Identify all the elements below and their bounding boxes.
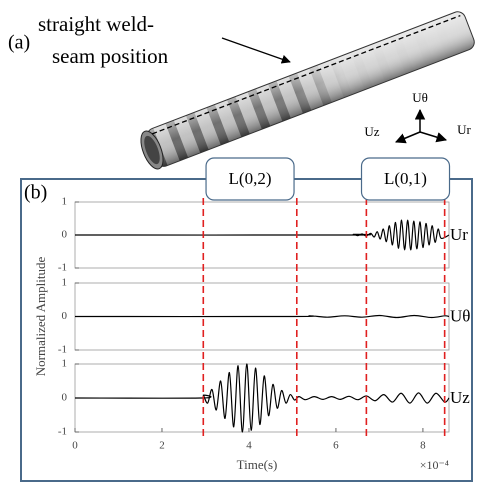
annotation-arrow <box>221 37 291 64</box>
waveform <box>74 219 450 251</box>
annotation: straight weld- <box>38 12 154 36</box>
x-tick-label: 6 <box>333 440 339 452</box>
triad-arrow <box>395 131 421 144</box>
y-tick-label: 1 <box>62 277 68 289</box>
y-tick-label: 0 <box>62 392 68 404</box>
window-label: L(0,1) <box>384 169 427 188</box>
triad-label: Ur <box>457 122 471 137</box>
x-tick-label: 2 <box>159 440 165 452</box>
x-tick-label: 0 <box>72 440 78 452</box>
series-label: Uθ <box>450 306 470 325</box>
panel-label: (b) <box>24 182 47 204</box>
triad-arrow <box>419 131 448 143</box>
y-tick-label: 1 <box>62 196 68 208</box>
y-tick-label: 0 <box>62 310 68 322</box>
triad-label: Uθ <box>412 90 428 105</box>
y-tick-label: -1 <box>58 344 67 356</box>
x-multiplier: ×10⁻⁴ <box>420 458 449 472</box>
x-axis-label: Time(s) <box>237 457 278 472</box>
panel-label: (a) <box>8 32 30 54</box>
x-tick-label: 8 <box>420 440 426 452</box>
panel-frame <box>20 178 473 482</box>
y-axis-label: Normalized Amplitude <box>33 257 48 377</box>
waveform <box>74 363 450 433</box>
pipe <box>140 11 475 170</box>
x-tick-label: 4 <box>246 440 252 452</box>
window-box <box>360 157 451 201</box>
waveform <box>74 314 450 319</box>
y-tick-label: 1 <box>62 358 68 370</box>
window-box <box>205 157 295 201</box>
annotation: seam position <box>52 44 169 68</box>
y-tick-label: -1 <box>58 426 67 438</box>
triad-label: Uz <box>364 124 379 139</box>
window-label: L(0,2) <box>229 169 272 188</box>
series-label: Uz <box>450 388 470 407</box>
series-label: Ur <box>450 225 468 244</box>
y-tick-label: -1 <box>58 262 67 274</box>
y-tick-label: 0 <box>62 229 68 241</box>
